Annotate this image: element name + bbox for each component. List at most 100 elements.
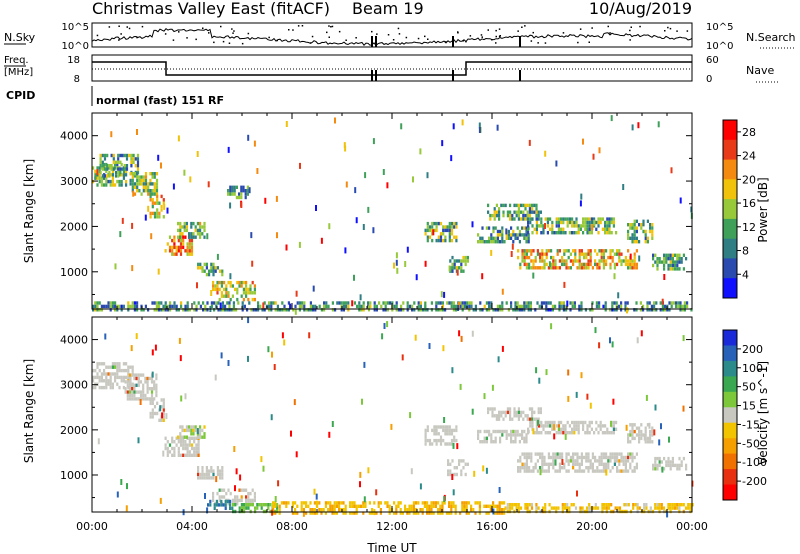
noise-cell — [553, 433, 556, 440]
noise-cell — [395, 259, 398, 266]
heatmap-cell — [190, 232, 193, 236]
heatmap-cell — [318, 508, 321, 512]
heatmap-cell — [190, 436, 194, 440]
heatmap-cell — [589, 259, 592, 263]
noise-cell — [629, 253, 632, 260]
heatmap-cell — [669, 253, 672, 257]
heatmap-cell — [558, 466, 561, 470]
heatmap-cell — [193, 446, 196, 451]
nsearch-point — [164, 33, 167, 35]
heatmap-cell — [327, 501, 330, 505]
heatmap-cell — [562, 227, 565, 231]
heatmap-cell — [616, 455, 619, 460]
noise-cell — [121, 217, 124, 224]
heatmap-cell — [160, 194, 163, 199]
noise-cell — [478, 122, 481, 129]
heatmap-cell — [320, 308, 323, 312]
heatmap-cell — [448, 428, 451, 433]
heatmap-cell — [342, 508, 345, 512]
nsearch-point — [241, 42, 244, 45]
heatmap-cell — [241, 308, 244, 312]
heatmap-cell — [572, 262, 575, 267]
noise-cell — [136, 129, 138, 135]
heatmap-cell — [274, 501, 277, 505]
heatmap-cell — [609, 455, 612, 460]
heatmap-cell — [541, 249, 544, 253]
noise-cell — [184, 393, 187, 400]
heatmap-cell — [229, 503, 232, 507]
heatmap-cell — [525, 240, 528, 244]
heatmap-cell — [463, 501, 466, 505]
heatmap-cell — [517, 210, 520, 214]
heatmap-cell — [608, 227, 611, 231]
heatmap-cell — [505, 429, 508, 434]
heatmap-cell — [103, 372, 106, 376]
heatmap-cell — [431, 428, 434, 433]
heatmap-cell — [535, 210, 538, 214]
heatmap-cell — [96, 375, 99, 380]
heatmap-cell — [601, 424, 604, 428]
heatmap-cell — [212, 287, 215, 292]
heatmap-cell — [428, 438, 432, 443]
heatmap-cell — [344, 508, 347, 512]
heatmap-cell — [287, 301, 290, 305]
heatmap-cell — [444, 228, 447, 233]
heatmap-cell — [114, 372, 117, 376]
heatmap-cell — [323, 308, 326, 312]
heatmap-cell — [245, 506, 248, 510]
heatmap-cell — [424, 428, 427, 433]
heatmap-cell — [610, 231, 613, 235]
heatmap-cell — [212, 284, 215, 288]
heatmap-cell — [272, 504, 275, 508]
heatmap-cell — [162, 408, 165, 412]
heatmap-cell — [193, 440, 196, 444]
heatmap-cell — [531, 210, 534, 214]
heatmap-cell — [153, 383, 156, 387]
heatmap-cell — [302, 501, 305, 505]
heatmap-cell — [550, 506, 553, 510]
heatmap-cell — [455, 259, 458, 263]
nsearch-point — [345, 39, 347, 41]
heatmap-cell — [549, 301, 552, 305]
heatmap-cell — [663, 253, 666, 257]
heatmap-cell — [151, 415, 154, 419]
heatmap-cell — [109, 385, 112, 390]
heatmap-cell — [226, 308, 229, 312]
heatmap-cell — [190, 221, 193, 226]
heatmap-cell — [369, 304, 372, 309]
heatmap-cell — [505, 301, 508, 305]
heatmap-cell — [578, 252, 581, 256]
heatmap-cell — [185, 228, 188, 233]
heatmap-cell — [199, 432, 202, 436]
noise-cell — [452, 442, 455, 449]
heatmap-cell — [686, 304, 689, 309]
heatmap-cell — [439, 221, 443, 226]
heatmap-cell — [231, 506, 234, 510]
heatmap-cell — [538, 224, 541, 228]
noise-cell — [264, 197, 267, 204]
heatmap-cell — [533, 417, 536, 421]
heatmap-cell — [483, 440, 486, 444]
heatmap-cell — [546, 217, 549, 221]
heatmap-cell — [158, 304, 161, 309]
heatmap-cell — [160, 398, 163, 402]
noise-cell — [189, 176, 192, 183]
heatmap-cell — [147, 192, 150, 196]
heatmap-cell — [607, 466, 610, 470]
heatmap-cell — [521, 259, 524, 263]
noise-cell — [119, 231, 122, 238]
heatmap-cell — [556, 252, 559, 256]
heatmap-cell — [636, 506, 639, 510]
heatmap-cell — [98, 362, 101, 366]
heatmap-cell — [490, 436, 493, 440]
heatmap-cell — [136, 308, 139, 312]
noise-cell — [375, 489, 378, 496]
heatmap-cell — [358, 301, 361, 305]
heatmap-cell — [177, 446, 180, 451]
heatmap-cell — [216, 491, 219, 496]
heatmap-cell — [493, 207, 496, 211]
heatmap-cell — [501, 233, 504, 237]
heatmap-cell — [107, 379, 110, 383]
heatmap-cell — [245, 503, 248, 507]
heatmap-cell — [561, 466, 564, 470]
